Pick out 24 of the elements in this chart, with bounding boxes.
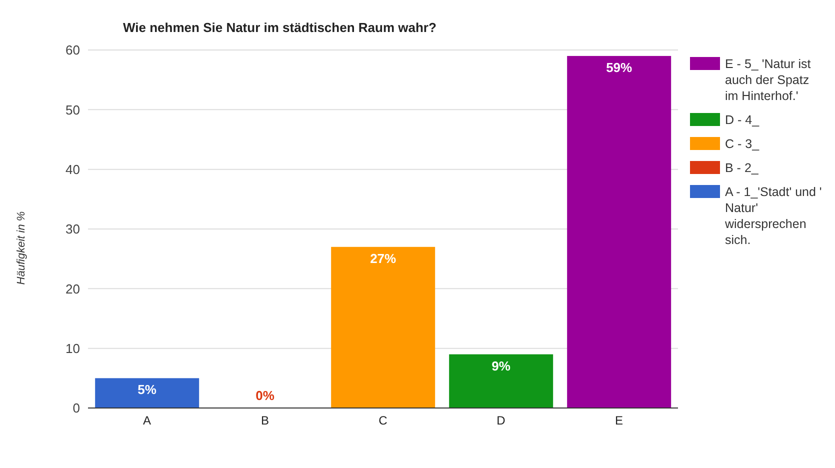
chart-title: Wie nehmen Sie Natur im städtischen Raum wahr? (123, 20, 436, 35)
data-label: 59% (606, 60, 633, 75)
x-tick-label: A (142, 414, 152, 428)
y-axis-title: Häufigkeit in % (16, 211, 28, 285)
y-tick-label: 40 (66, 162, 80, 177)
y-tick-label: 10 (66, 340, 80, 356)
y-tick-label: 50 (66, 102, 80, 118)
y-tick-label: 30 (66, 222, 80, 237)
x-tick-label: D (496, 414, 506, 428)
data-label: 27% (370, 250, 397, 266)
y-tick-label: 0 (72, 400, 80, 416)
data-label: 0% (256, 388, 275, 403)
legend-label: E - 5_ 'Natur ist auch der Spatz im Hinterhof.' (725, 56, 812, 104)
legend-label: A - 1_'Stadt' und ' Natur' widersprechen sich. (725, 184, 823, 248)
legend-label: D - 4_ (725, 112, 760, 128)
x-tick-label: C (378, 414, 388, 428)
data-label: 5% (138, 382, 157, 398)
y-tick-label: 20 (66, 281, 80, 296)
data-label: 9% (492, 358, 511, 374)
y-tick-label: 60 (66, 42, 80, 58)
x-tick-label: E (614, 414, 624, 428)
legend-label: C - 3_ (725, 136, 760, 152)
legend-label: B - 2_ (725, 160, 758, 176)
x-tick-label: B (260, 414, 270, 428)
